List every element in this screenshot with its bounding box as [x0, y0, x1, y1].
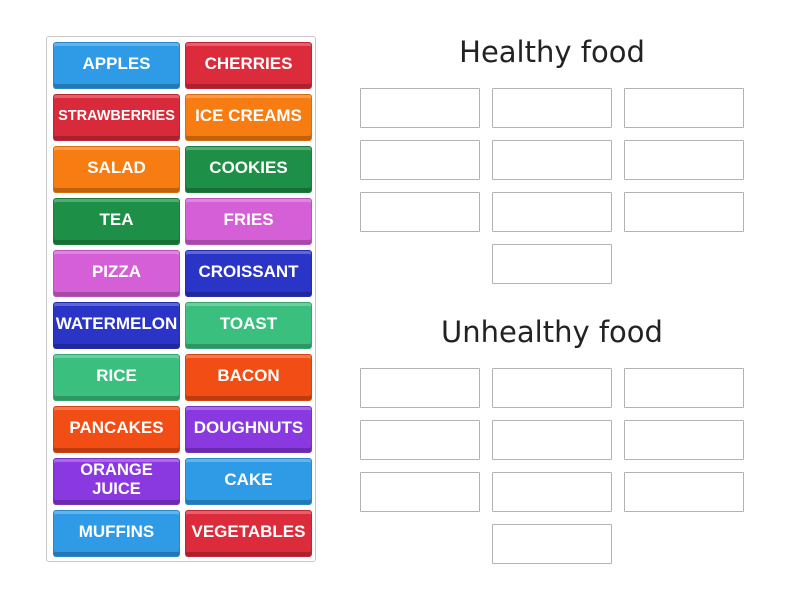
drop-slot-healthy[interactable] — [492, 140, 612, 180]
drop-slot-healthy[interactable] — [360, 192, 480, 232]
drop-slot-unhealthy[interactable] — [624, 368, 744, 408]
tile-apples[interactable]: APPLES — [53, 42, 180, 89]
tile-doughnuts[interactable]: DOUGHNUTS — [185, 406, 312, 453]
drop-slot-healthy[interactable] — [492, 88, 612, 128]
drop-slot-healthy[interactable] — [624, 140, 744, 180]
drop-slot-unhealthy[interactable] — [624, 420, 744, 460]
tile-fries[interactable]: FRIES — [185, 198, 312, 245]
tile-tea[interactable]: TEA — [53, 198, 180, 245]
drop-slot-healthy[interactable] — [492, 192, 612, 232]
group-title-healthy: Healthy food — [459, 35, 645, 69]
drop-slot-healthy[interactable] — [624, 88, 744, 128]
tile-vegetables[interactable]: VEGETABLES — [185, 510, 312, 557]
tile-croissant[interactable]: CROISSANT — [185, 250, 312, 297]
drop-slot-unhealthy[interactable] — [360, 472, 480, 512]
tile-bacon[interactable]: BACON — [185, 354, 312, 401]
tile-strawberries[interactable]: STRAWBERRIES — [53, 94, 180, 141]
drop-slot-unhealthy[interactable] — [360, 368, 480, 408]
word-tile-tray: APPLES CHERRIES STRAWBERRIES ICE CREAMS … — [46, 36, 316, 562]
drop-slot-unhealthy[interactable] — [492, 420, 612, 460]
tile-salad[interactable]: SALAD — [53, 146, 180, 193]
drop-slot-unhealthy[interactable] — [492, 524, 612, 564]
group-title-unhealthy: Unhealthy food — [441, 315, 663, 349]
drop-slot-unhealthy[interactable] — [360, 420, 480, 460]
drop-slot-unhealthy[interactable] — [492, 368, 612, 408]
drop-slot-healthy[interactable] — [360, 88, 480, 128]
tile-rice[interactable]: RICE — [53, 354, 180, 401]
drop-slot-unhealthy[interactable] — [492, 472, 612, 512]
tile-pizza[interactable]: PIZZA — [53, 250, 180, 297]
drop-slot-unhealthy[interactable] — [624, 472, 744, 512]
tile-watermelon[interactable]: WATERMELON — [53, 302, 180, 349]
tile-toast[interactable]: TOAST — [185, 302, 312, 349]
tile-pancakes[interactable]: PANCAKES — [53, 406, 180, 453]
drop-slot-healthy[interactable] — [624, 192, 744, 232]
tile-cookies[interactable]: COOKIES — [185, 146, 312, 193]
drop-slot-healthy[interactable] — [360, 140, 480, 180]
tile-muffins[interactable]: MUFFINS — [53, 510, 180, 557]
tile-cherries[interactable]: CHERRIES — [185, 42, 312, 89]
drop-slot-healthy[interactable] — [492, 244, 612, 284]
tile-ice-creams[interactable]: ICE CREAMS — [185, 94, 312, 141]
tile-orange-juice[interactable]: ORANGE JUICE — [53, 458, 180, 505]
tile-cake[interactable]: CAKE — [185, 458, 312, 505]
